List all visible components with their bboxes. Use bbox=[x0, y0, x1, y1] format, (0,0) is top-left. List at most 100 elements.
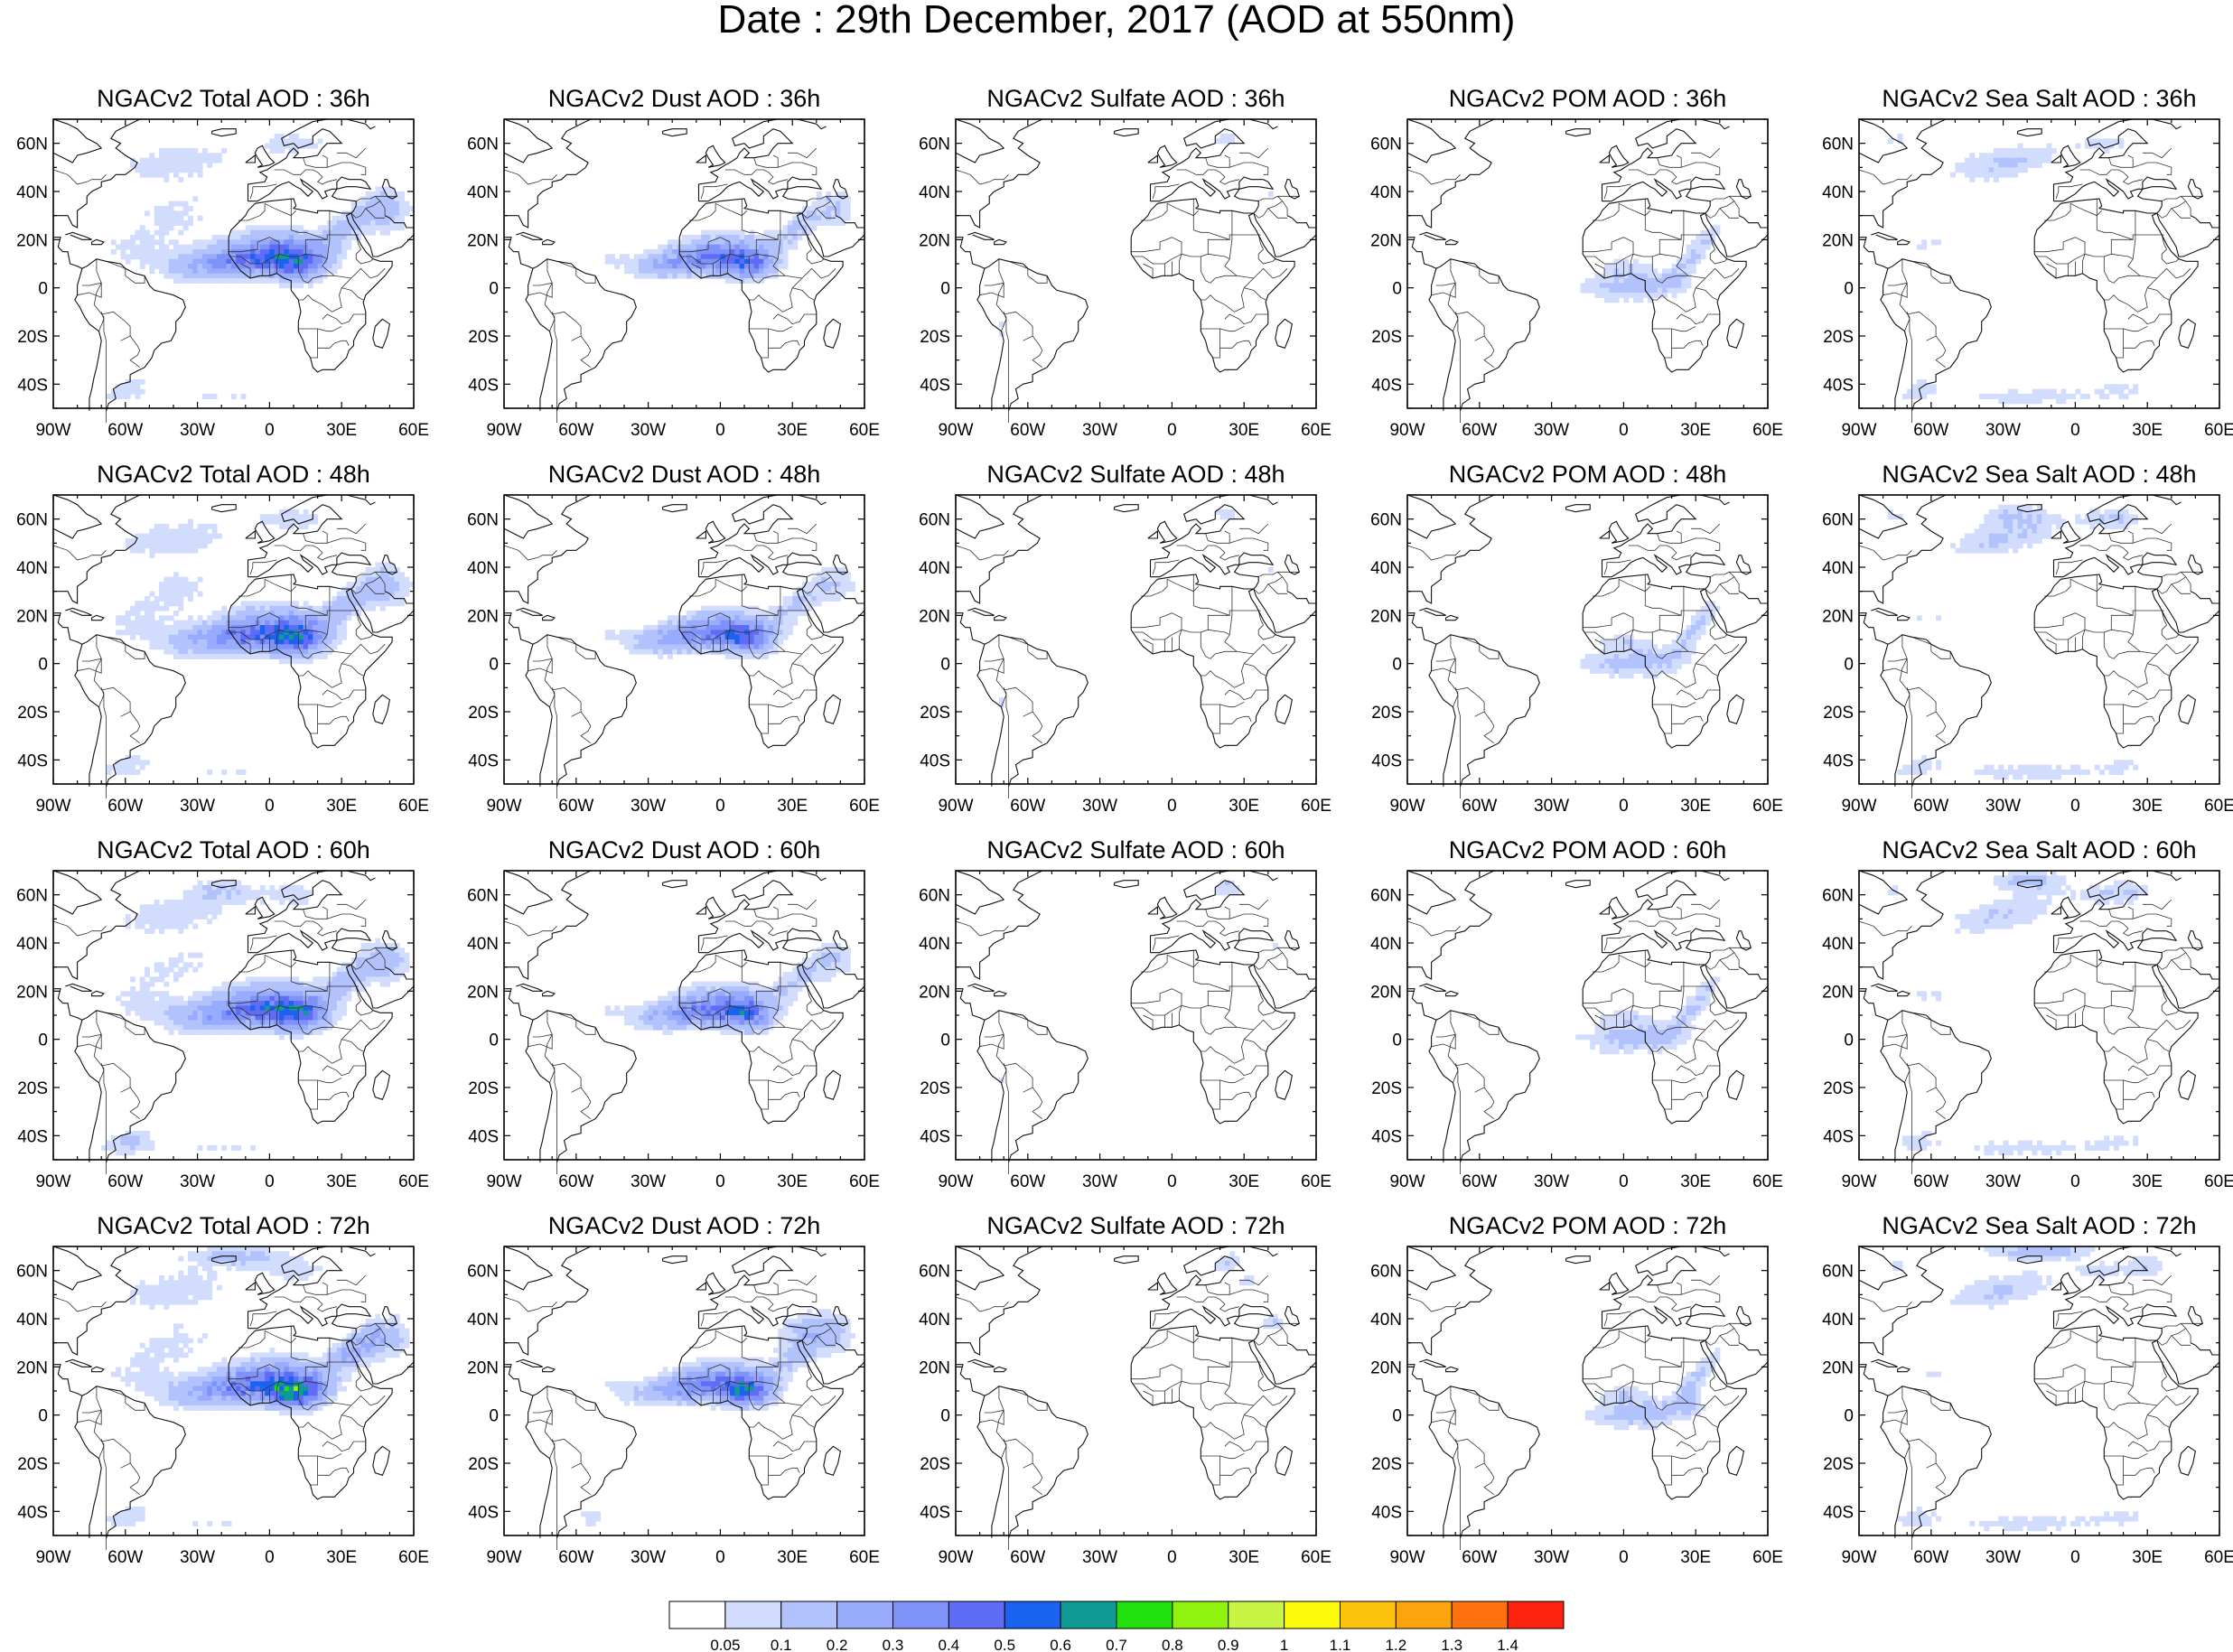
aod-cell bbox=[221, 630, 228, 636]
aod-cell bbox=[1979, 524, 1985, 529]
aod-cell bbox=[619, 639, 625, 645]
aod-cell bbox=[845, 572, 851, 578]
aod-cell bbox=[240, 254, 247, 260]
lon-tick-label: 60E bbox=[849, 797, 880, 816]
aod-cell bbox=[370, 596, 377, 602]
border-line bbox=[1406, 169, 1461, 185]
border-line bbox=[336, 523, 367, 535]
aod-cell bbox=[265, 229, 270, 236]
aod-cell bbox=[1619, 644, 1624, 650]
aod-cell bbox=[317, 654, 323, 659]
aod-cell bbox=[1974, 533, 1980, 539]
aod-cell bbox=[753, 630, 760, 636]
aod-cell bbox=[294, 249, 299, 255]
aod-cell bbox=[768, 268, 774, 275]
aod-cell bbox=[763, 244, 770, 250]
aod-cell bbox=[370, 567, 377, 573]
aod-cell bbox=[279, 509, 285, 515]
aod-cell bbox=[182, 654, 189, 659]
aod-cell bbox=[1700, 630, 1706, 636]
coast-line bbox=[787, 176, 823, 191]
aod-cell bbox=[245, 991, 251, 997]
aod-cell bbox=[1686, 639, 1692, 645]
aod-cell bbox=[288, 244, 294, 250]
aod-cell bbox=[187, 890, 193, 896]
aod-cell bbox=[1623, 268, 1630, 275]
aod-cell bbox=[265, 278, 270, 284]
aod-cell bbox=[691, 634, 697, 640]
aod-cell bbox=[173, 919, 179, 925]
aod-cell bbox=[250, 649, 257, 655]
aod-cell bbox=[230, 264, 237, 269]
aod-cell bbox=[667, 654, 673, 659]
aod-cell bbox=[154, 528, 160, 535]
coast-line bbox=[1238, 176, 1275, 191]
aod-cell bbox=[1690, 268, 1696, 275]
aod-cell bbox=[821, 206, 827, 211]
border-line bbox=[1594, 639, 1605, 654]
aod-cell bbox=[207, 615, 213, 621]
border-line bbox=[1152, 186, 1156, 200]
aod-cell bbox=[145, 538, 150, 544]
aod-cell bbox=[1921, 384, 1928, 390]
border-line bbox=[1483, 335, 1495, 369]
aod-cell bbox=[730, 249, 735, 255]
aod-cell bbox=[255, 249, 261, 255]
aod-cell bbox=[768, 620, 774, 626]
border-line bbox=[753, 154, 779, 168]
lat-tick-label: 20S bbox=[468, 328, 499, 347]
aod-cell bbox=[327, 620, 333, 626]
aod-cell bbox=[303, 654, 309, 659]
aod-cell bbox=[197, 172, 203, 178]
aod-cell bbox=[1609, 283, 1615, 289]
aod-cell bbox=[346, 611, 352, 616]
aod-cell bbox=[379, 952, 386, 958]
aod-cell bbox=[370, 601, 377, 607]
aod-cell bbox=[284, 611, 290, 616]
aod-cell bbox=[240, 649, 247, 655]
aod-cell bbox=[2017, 148, 2023, 154]
aod-cell bbox=[681, 620, 687, 626]
coast-line bbox=[1445, 614, 1459, 621]
aod-cell bbox=[1993, 148, 1999, 154]
aod-cell bbox=[696, 620, 702, 626]
lat-tick-label: 60N bbox=[467, 511, 499, 530]
aod-cell bbox=[2079, 518, 2086, 525]
aod-cell bbox=[772, 235, 779, 240]
aod-cell bbox=[2051, 388, 2057, 395]
aod-cell bbox=[701, 611, 707, 616]
aod-cell bbox=[207, 268, 213, 275]
aod-cell bbox=[1984, 524, 1990, 529]
aod-cell bbox=[1681, 644, 1687, 650]
aod-cell bbox=[130, 157, 136, 163]
aod-cell bbox=[288, 615, 294, 621]
aod-cell bbox=[2079, 770, 2086, 775]
coast-line bbox=[1859, 118, 1947, 229]
aod-cell bbox=[350, 206, 357, 211]
aod-cell bbox=[139, 388, 145, 395]
aod-cell bbox=[230, 239, 237, 246]
aod-cell bbox=[288, 890, 294, 896]
aod-cell bbox=[201, 254, 208, 260]
aod-cell bbox=[667, 254, 673, 260]
aod-cell bbox=[2032, 524, 2038, 529]
aod-cell bbox=[154, 172, 160, 178]
aod-cell bbox=[801, 225, 808, 231]
aod-cell bbox=[130, 770, 136, 775]
aod-cell bbox=[120, 770, 126, 775]
aod-cell bbox=[187, 249, 193, 255]
aod-cell bbox=[187, 163, 193, 168]
aod-cell bbox=[778, 244, 784, 250]
aod-cell bbox=[149, 601, 155, 607]
aod-cell bbox=[279, 976, 285, 983]
aod-cell bbox=[159, 254, 164, 260]
aod-cell bbox=[2118, 524, 2125, 529]
aod-cell bbox=[145, 543, 150, 549]
aod-cell bbox=[1648, 264, 1653, 269]
border-line bbox=[801, 208, 818, 219]
aod-cell bbox=[346, 229, 352, 236]
aod-cell bbox=[187, 909, 193, 915]
border-line bbox=[1676, 313, 1720, 325]
aod-cell bbox=[2027, 509, 2033, 515]
